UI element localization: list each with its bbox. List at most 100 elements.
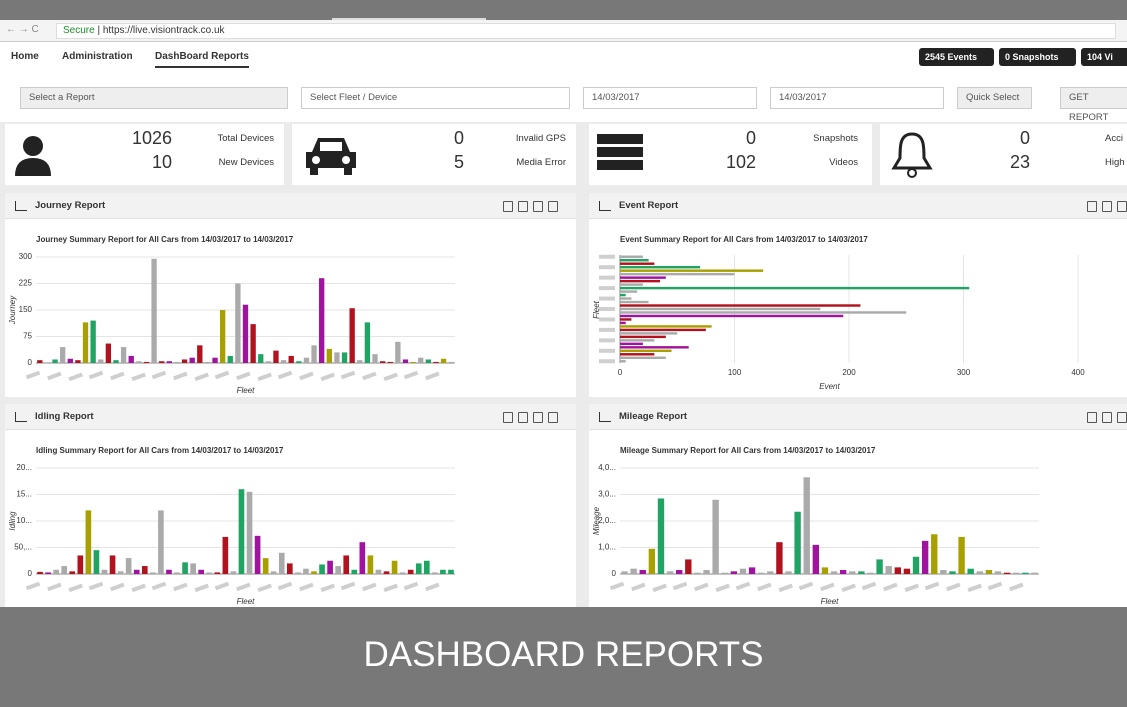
y-axis-label: Fleet [592,300,601,319]
export-button[interactable] [1102,412,1112,423]
blurred-label [214,581,230,591]
bar [620,259,649,262]
export-button[interactable] [533,412,543,423]
get-report-button[interactable]: GET REPORT [1060,87,1127,123]
nav-item[interactable]: Administration [62,51,133,62]
export-button[interactable] [503,412,513,423]
bar [721,572,728,574]
stat-value: 5 [453,152,464,172]
bar [407,569,414,574]
bar [85,510,92,574]
bar [288,355,294,363]
nav-item[interactable]: Home [11,51,39,62]
bar [630,568,637,574]
stat-card: 0 102 Snapshots Videos [589,124,872,185]
export-button[interactable] [1087,412,1097,423]
y-tick-label: 0 [612,569,617,578]
chart-icon [15,412,27,422]
bar [1022,572,1029,574]
bar [620,342,643,346]
x-axis-label: Event [819,382,840,391]
export-button[interactable] [1102,201,1112,212]
y-tick-label: 15... [16,490,32,499]
bar [158,510,164,574]
bar [120,347,127,363]
y-tick-label: 20... [16,463,32,472]
x-tick-label: 400 [1071,368,1085,377]
stat-card: 0 23 Acci High [880,124,1127,185]
bar [949,571,956,574]
bar [620,272,735,276]
stat-label: Invalid GPS [515,133,566,144]
date-to[interactable]: 14/03/2017 [770,87,944,109]
blurred-label [236,371,251,381]
export-button[interactable] [1117,412,1127,423]
export-button[interactable] [548,412,558,423]
bar [189,357,195,363]
bar [776,542,783,574]
export-button[interactable] [1087,201,1097,212]
bar [620,269,764,272]
stat-value: 0 [745,128,756,148]
bar [757,572,765,574]
bar [1031,572,1038,574]
report-select[interactable]: Select a Report [20,87,288,109]
export-button[interactable] [503,201,513,212]
x-axis-label: Fleet [237,386,256,395]
blurred-label [320,372,335,382]
bar [876,559,883,574]
export-button[interactable] [533,201,543,212]
bar [349,308,355,363]
fleet-input[interactable]: Select Fleet / Device [301,87,570,109]
bar [703,570,710,574]
bar [620,297,632,300]
bar [812,544,820,574]
blurred-label [599,286,615,291]
bar [620,318,632,321]
export-button[interactable] [548,201,558,212]
url-field[interactable]: Secure | https://live.visiontrack.co.uk [56,23,1116,39]
blurred-label [861,581,877,591]
y-tick-label: 150 [19,305,33,314]
bar [620,255,643,258]
badge[interactable]: 2545 Events [919,48,994,66]
blurred-label [257,372,272,382]
nav-item[interactable]: DashBoard Reports [155,51,249,68]
date-from[interactable]: 14/03/2017 [583,87,757,109]
bar [219,310,226,363]
icon-user [15,136,51,176]
bar [967,568,974,574]
nav-bar: Home Administration DashBoard Reports 25… [0,42,1127,72]
export-button[interactable] [1117,201,1127,212]
export-button[interactable] [518,201,528,212]
stat-card: 0 5 Invalid GPS Media Error [292,124,576,185]
icon-bell [891,132,933,178]
bar [399,572,406,574]
bar [657,498,665,574]
bar [197,345,203,363]
bar [620,314,844,318]
bar [794,511,801,574]
bar [767,571,774,574]
bar [448,569,454,574]
nav-arrows[interactable]: ← → C [6,24,39,35]
bar [448,361,454,363]
bar [440,569,446,574]
blurred-label [110,371,125,381]
quick-select[interactable]: Quick Select [957,87,1032,109]
export-button[interactable] [518,412,528,423]
blurred-label [904,583,919,593]
panel: Idling Report Idling Summary Report for A… [5,404,576,607]
chart-icon [599,201,611,211]
blurred-label [425,371,440,381]
bar [303,357,310,363]
y-tick-label: 300 [19,252,33,261]
bar [182,562,188,574]
bar [190,563,196,574]
address-bar: ← → C Secure | https://live.visiontrack.… [0,20,1127,42]
bar [620,332,678,335]
badge[interactable]: 0 Snapshots [999,48,1076,66]
blurred-label [151,370,167,380]
blurred-label [299,582,314,592]
badge[interactable]: 104 Vi [1081,48,1127,66]
